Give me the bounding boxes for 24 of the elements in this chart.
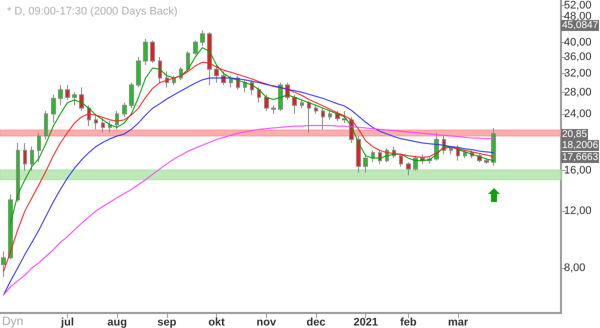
y-tick-label: 24,00 xyxy=(564,108,592,120)
y-tick-label: 28,00 xyxy=(564,86,592,98)
x-tick-label: feb xyxy=(400,316,417,328)
text: 45,0847 xyxy=(561,20,600,31)
x-tick-label: aug xyxy=(107,316,127,328)
y-tick-label: 16,00 xyxy=(564,164,592,177)
y-tick-label: 12,00 xyxy=(564,205,592,218)
text: 17,6663 xyxy=(561,152,600,163)
text: Dyn xyxy=(2,314,24,328)
y-tick-label: 32,00 xyxy=(564,68,592,80)
x-tick-label: 2021 xyxy=(353,316,378,328)
x-tick-label: dec xyxy=(306,316,326,328)
y-tick-label: 52,00 xyxy=(564,0,592,12)
x-tick-label: sep xyxy=(157,316,177,328)
text: 18,2006 xyxy=(561,140,600,151)
x-tick-label: jul xyxy=(60,316,74,328)
annotation: 20,85 xyxy=(561,128,588,140)
x-tick-label: nov xyxy=(256,316,277,328)
y-tick-label: 36,00 xyxy=(564,51,592,64)
y-tick-label: 8,00 xyxy=(564,262,586,274)
x-tick-label: mar xyxy=(448,316,469,328)
y-tick-label: 40,00 xyxy=(564,36,592,48)
text: * D, 09:00-17:30 (2000 Days Back) xyxy=(7,6,178,18)
x-tick-label: okt xyxy=(208,316,226,328)
